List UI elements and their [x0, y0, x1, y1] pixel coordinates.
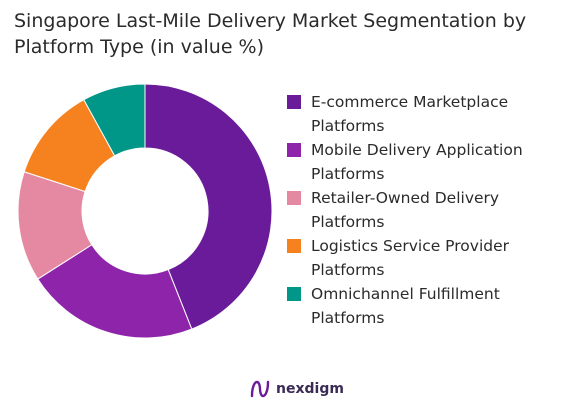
chart-title-line-1: Singapore Last-Mile Delivery Market Segm… — [14, 10, 527, 32]
donut-slice-omnichannel — [83, 83, 146, 157]
legend-label-logistics-provider: Logistics Service Provider Platforms — [311, 237, 510, 279]
legend-swatch-retailer-owned — [287, 191, 301, 205]
legend-swatch-mobile-delivery — [287, 143, 301, 157]
chart-legend: E-commerce Marketplace Platforms Mobile … — [287, 90, 577, 330]
legend-swatch-logistics-provider — [287, 239, 301, 253]
legend-label-retailer-owned: Retailer-Owned Delivery Platforms — [311, 189, 500, 231]
legend-swatch-omnichannel — [287, 287, 301, 301]
nexdigm-logo-icon — [250, 380, 270, 398]
legend-item-retailer-owned: Retailer-Owned Delivery Platforms — [287, 186, 577, 234]
legend-label-omnichannel: Omnichannel Fulfillment Platforms — [311, 285, 500, 327]
legend-item-omnichannel: Omnichannel Fulfillment Platforms — [287, 282, 577, 330]
legend-swatch-ecommerce — [287, 95, 301, 109]
legend-label-mobile-delivery: Mobile Delivery Application Platforms — [311, 141, 523, 183]
legend-item-logistics-provider: Logistics Service Provider Platforms — [287, 234, 577, 282]
donut-slice-ecommerce — [144, 83, 273, 330]
donut-chart — [17, 83, 273, 339]
legend-label-ecommerce: E-commerce Marketplace Platforms — [311, 93, 509, 135]
chart-title: Singapore Last-Mile Delivery Market Segm… — [14, 8, 554, 60]
brand-name: nexdigm — [276, 381, 344, 397]
donut-slice-mobile-delivery — [37, 244, 193, 339]
brand-footer: nexdigm — [249, 378, 344, 400]
legend-item-mobile-delivery: Mobile Delivery Application Platforms — [287, 138, 577, 186]
chart-title-line-2: Platform Type (in value %) — [14, 36, 265, 58]
legend-item-ecommerce: E-commerce Marketplace Platforms — [287, 90, 577, 138]
